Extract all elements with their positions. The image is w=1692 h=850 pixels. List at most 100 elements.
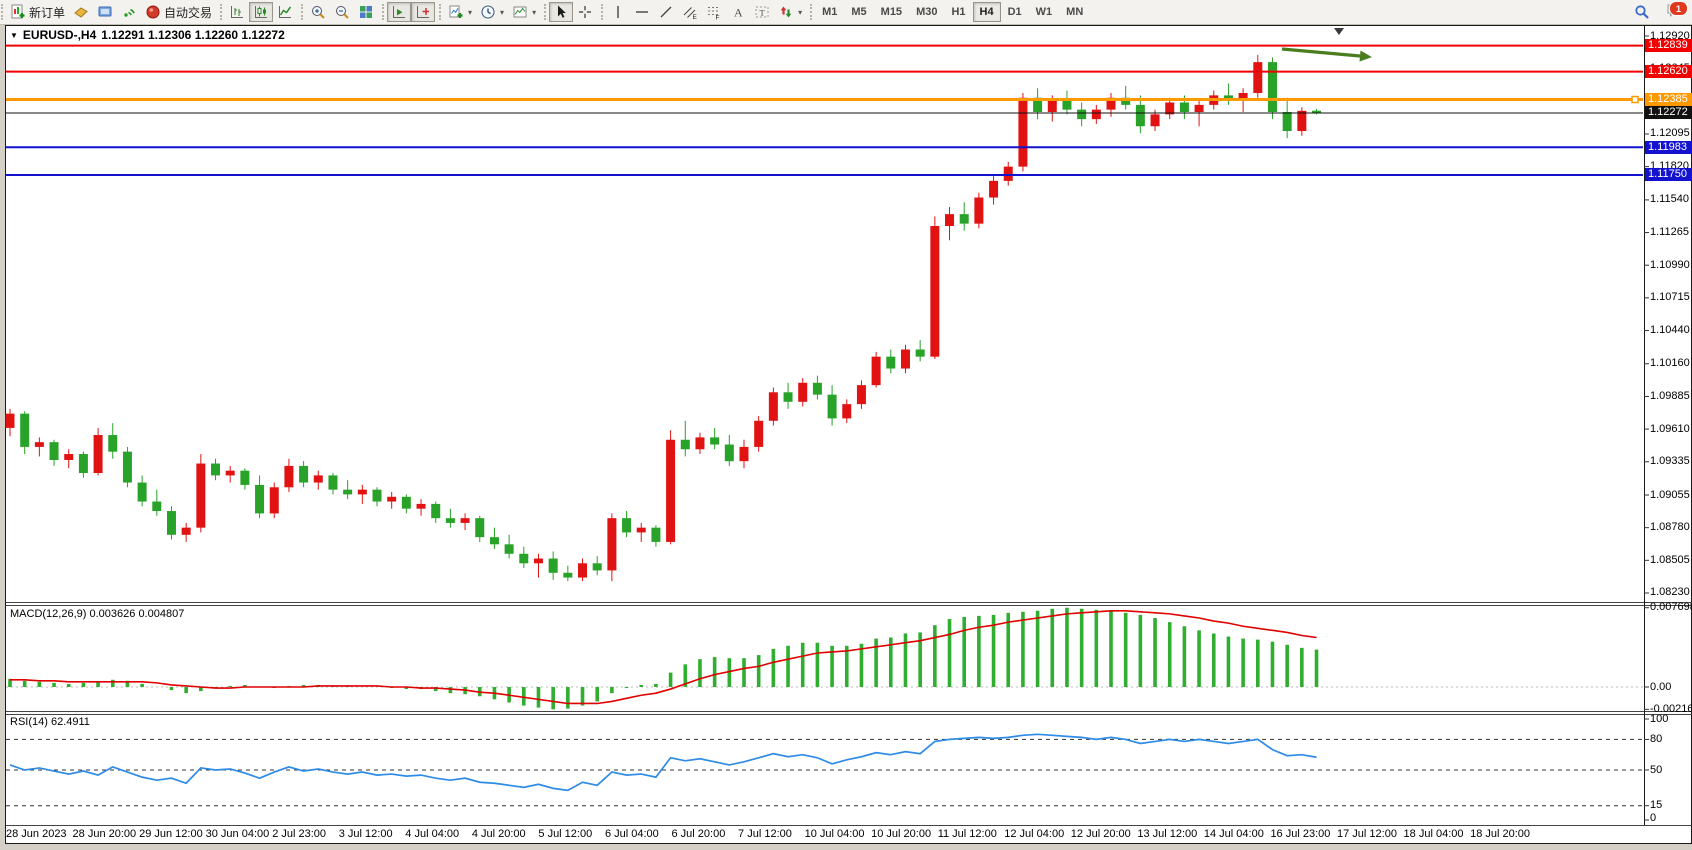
price-line-badge-1.12839[interactable]: 1.12839 — [1645, 39, 1692, 53]
price-tick-label: 1.10160 — [1650, 357, 1690, 370]
autotrading-button[interactable]: 自动交易 — [141, 2, 216, 22]
time-axis-label: 11 Jul 12:00 — [937, 828, 997, 840]
trendline-icon — [658, 4, 674, 20]
chart-shift-button[interactable] — [411, 2, 436, 22]
price-line-badge-1.12272: 1.12272 — [1645, 106, 1692, 120]
line-chart-icon — [277, 4, 293, 20]
tile-windows-button[interactable] — [354, 2, 378, 22]
auto-scroll-button[interactable] — [387, 2, 412, 22]
indicators-button[interactable]: ▾ — [444, 2, 476, 22]
time-axis-label: 4 Jul 04:00 — [405, 828, 460, 840]
signals-button[interactable] — [117, 2, 141, 22]
svg-text:A: A — [734, 6, 743, 20]
timeframe-m5-button[interactable]: M5 — [844, 2, 873, 22]
signals-icon — [121, 4, 137, 20]
price-line-badge-1.12620[interactable]: 1.12620 — [1645, 65, 1692, 79]
time-axis-label: 18 Jul 20:00 — [1470, 828, 1531, 840]
chart-window — [5, 25, 1692, 844]
macd-axis-label: 0.00 — [1650, 680, 1672, 693]
price-tick-label: 1.11540 — [1650, 193, 1689, 206]
timeframe-m30-button[interactable]: M30 — [909, 2, 944, 22]
crosshair-button[interactable] — [573, 2, 597, 22]
profiles-button[interactable] — [93, 2, 117, 22]
time-axis-label: 12 Jul 04:00 — [1004, 828, 1065, 840]
charts-gallery-button[interactable] — [69, 2, 93, 22]
price-tick-label: 1.12095 — [1650, 127, 1690, 140]
macd-axis-label: 0.007698 — [1650, 601, 1692, 614]
time-axis-label: 13 Jul 12:00 — [1137, 828, 1198, 840]
time-axis-label: 6 Jul 04:00 — [604, 828, 659, 840]
price-line-badge-1.12385[interactable]: 1.12385 — [1645, 93, 1692, 107]
chevron-down-icon[interactable]: ▾ — [532, 7, 537, 17]
timeframe-h4-button[interactable]: H4 — [972, 2, 1001, 22]
price-tick-label: 1.10715 — [1650, 291, 1690, 304]
timeframe-m15-button[interactable]: M15 — [874, 2, 909, 22]
arrows-button[interactable]: ▾ — [774, 2, 806, 22]
candlestick-chart-button[interactable] — [249, 2, 274, 22]
autotrading-icon — [145, 4, 161, 20]
line-handle[interactable] — [1631, 95, 1639, 104]
chevron-down-icon[interactable]: ▾ — [468, 7, 473, 17]
time-axis-label: 17 Jul 12:00 — [1337, 828, 1397, 840]
trendline-button[interactable] — [654, 2, 678, 22]
time-axis-label: 2 Jul 23:00 — [272, 828, 327, 840]
candlestick-icon — [253, 4, 269, 20]
time-axis-label: 10 Jul 04:00 — [804, 828, 865, 840]
zoom-out-button[interactable] — [330, 2, 354, 22]
cursor-button[interactable] — [549, 2, 574, 22]
new-order-label: 新订单 — [29, 5, 66, 20]
time-axis-label: 5 Jul 12:00 — [538, 828, 593, 840]
new-order-button[interactable]: 新订单 — [6, 2, 69, 22]
price-line-badge-1.11750[interactable]: 1.11750 — [1645, 168, 1692, 182]
fibonacci-button[interactable]: F — [702, 2, 726, 22]
trend-arrow-annotation[interactable] — [1281, 47, 1372, 62]
chevron-down-icon[interactable]: ▾ — [500, 7, 505, 17]
new-order-icon — [10, 4, 26, 20]
search-icon — [1634, 4, 1650, 20]
toolbar-group: ▾ ▾ ▾ — [438, 0, 543, 24]
line-chart-button[interactable] — [273, 2, 297, 22]
templates-button[interactable]: ▾ — [508, 2, 540, 22]
zoom-in-button[interactable] — [306, 2, 330, 22]
time-axis-label: 3 Jul 12:00 — [338, 828, 393, 840]
macd-axis-label: -0.002168 — [1650, 702, 1692, 715]
search-button[interactable] — [1630, 2, 1654, 22]
timeframe-mn-button[interactable]: MN — [1059, 2, 1090, 22]
time-axis-label: 29 Jun 12:00 — [139, 828, 203, 840]
shapes-icon — [778, 4, 794, 20]
price-line-badge-1.11983[interactable]: 1.11983 — [1645, 140, 1692, 154]
svg-text:T: T — [760, 8, 766, 18]
periods-button[interactable]: ▾ — [476, 2, 508, 22]
timeframe-m1-button[interactable]: M1 — [815, 2, 844, 22]
rsi-axis-label: 80 — [1650, 732, 1663, 745]
time-axis-label: 12 Jul 20:00 — [1070, 828, 1131, 840]
timeframe-w1-button[interactable]: W1 — [1029, 2, 1060, 22]
price-tick-label: 1.10440 — [1650, 324, 1690, 337]
equidistant-channel-button[interactable]: E — [678, 2, 702, 22]
profiles-icon — [97, 4, 113, 20]
toolbar-group — [543, 0, 600, 24]
vertical-line-icon — [610, 4, 626, 20]
cursor-icon — [553, 4, 569, 20]
chart-shift-marker[interactable] — [1334, 28, 1344, 35]
text-button[interactable]: A — [726, 2, 750, 22]
timeframe-h1-button[interactable]: H1 — [944, 2, 972, 22]
timeframe-d1-button[interactable]: D1 — [1001, 2, 1029, 22]
rsi-axis-label: 100 — [1650, 712, 1669, 725]
fibonacci-icon: F — [706, 4, 722, 20]
horizontal-line-button[interactable] — [630, 2, 654, 22]
toolbar-group — [300, 0, 381, 24]
chat-button[interactable]: 1 — [1662, 1, 1688, 22]
text-label-button[interactable]: T — [750, 2, 774, 22]
vertical-line-button[interactable] — [606, 2, 630, 22]
chevron-down-icon[interactable]: ▾ — [798, 7, 803, 17]
zoom-in-icon — [310, 4, 326, 20]
horizontal-line-icon — [634, 4, 650, 20]
price-tick-label: 1.09885 — [1650, 389, 1690, 402]
time-axis-label: 18 Jul 04:00 — [1403, 828, 1464, 840]
chart-title: ▼ EURUSD-,H4 1.12291 1.12306 1.12260 1.1… — [10, 28, 285, 42]
bar-chart-button[interactable] — [225, 2, 249, 22]
chart-symbol-period: EURUSD-,H4 — [22, 28, 97, 42]
